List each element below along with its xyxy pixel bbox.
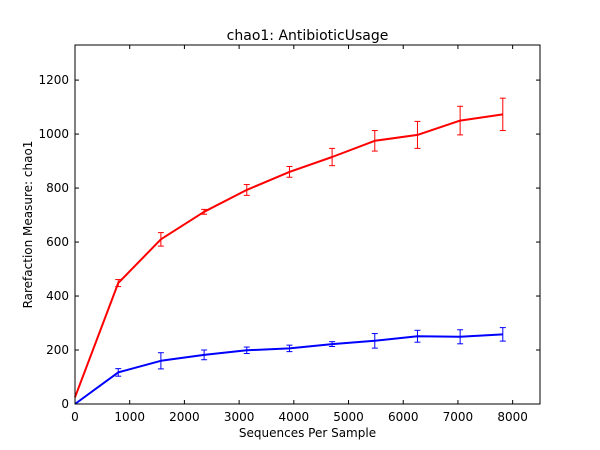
y-tick-label: 400 [46, 289, 69, 303]
x-tick-label: 0 [71, 410, 79, 424]
series-layer [74, 97, 506, 405]
x-tick-label: 3000 [224, 410, 255, 424]
x-tick-label: 1000 [114, 410, 145, 424]
y-tick-label: 1200 [38, 73, 69, 87]
y-tick-label: 800 [46, 181, 69, 195]
chart-title: chao1: AntibioticUsage [227, 28, 389, 44]
y-tick-label: 1000 [38, 127, 69, 141]
plot-area [75, 45, 540, 404]
x-tick-label: 8000 [497, 410, 528, 424]
y-tick-label: 0 [61, 397, 69, 411]
plot-frame [74, 44, 541, 405]
x-tick-label: 6000 [388, 410, 419, 424]
y-axis-label: Rarefaction Measure: chao1 [21, 141, 35, 309]
y-tick-label: 600 [46, 235, 69, 249]
line-red [74, 113, 503, 398]
x-axis-label: Sequences Per Sample [239, 426, 376, 440]
x-tick-label: 2000 [169, 410, 200, 424]
y-tick-label: 200 [46, 343, 69, 357]
series-blue [74, 327, 506, 405]
x-tick-label: 7000 [443, 410, 474, 424]
line-blue [74, 333, 503, 405]
series-red [74, 97, 506, 398]
x-tick-label: 5000 [333, 410, 364, 424]
ticks-layer: 0 1000 2000 3000 4000 5000 6000 7000 8000 0 200 400… [38, 45, 540, 424]
x-tick-label: 4000 [279, 410, 310, 424]
